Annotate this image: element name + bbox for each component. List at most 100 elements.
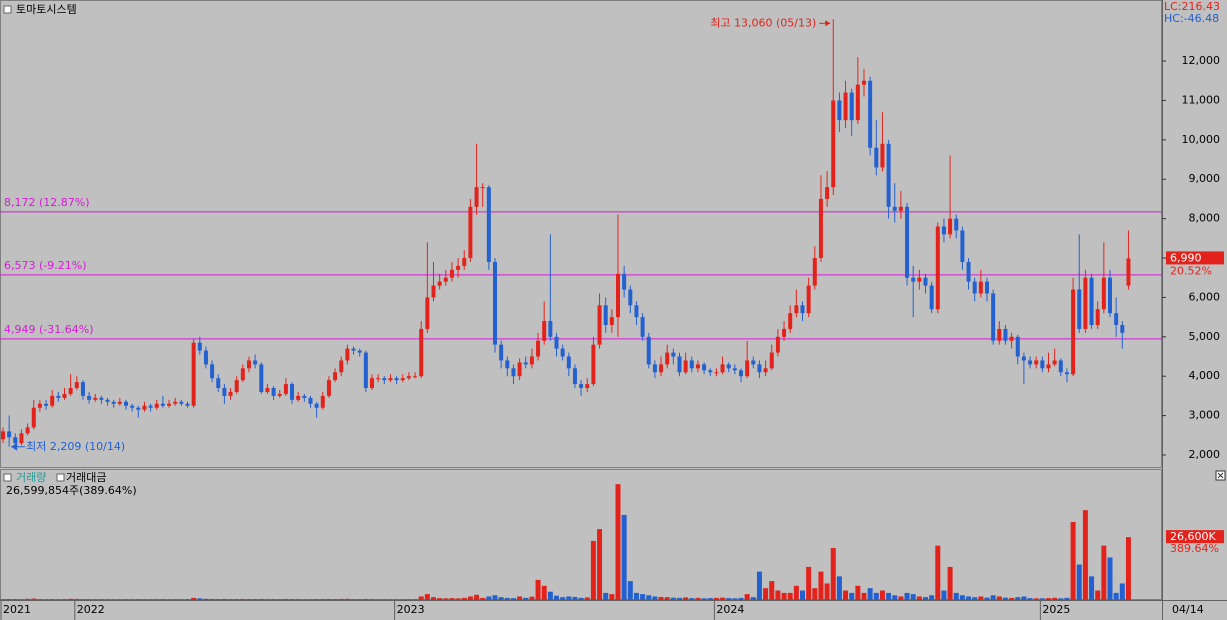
volume-bar xyxy=(572,596,578,600)
candle-body xyxy=(726,364,731,369)
volume-bar xyxy=(959,595,965,600)
candle-body xyxy=(413,376,418,378)
volume-bar xyxy=(166,599,172,600)
candle-body xyxy=(1028,360,1033,365)
candle-body xyxy=(788,313,793,329)
candle-body xyxy=(843,92,848,121)
candle-body xyxy=(911,277,916,282)
volume-bar xyxy=(12,599,18,600)
candle-body xyxy=(1003,328,1008,341)
volume-bar xyxy=(523,597,529,600)
volume-bar xyxy=(984,597,990,600)
volume-bar xyxy=(31,598,37,600)
volume-bar xyxy=(633,592,639,600)
volume-bar xyxy=(566,596,572,600)
volume-bar xyxy=(43,599,49,600)
candle-body xyxy=(948,218,953,235)
candle-body xyxy=(1052,360,1057,365)
volume-bar xyxy=(160,599,166,600)
volume-bar xyxy=(289,599,295,600)
volume-bar xyxy=(0,599,6,600)
candle-body xyxy=(880,143,885,168)
pane-icon[interactable] xyxy=(3,5,12,14)
volume-bar xyxy=(461,597,467,600)
candle-body xyxy=(997,328,1002,341)
x-tick-label: 2025 xyxy=(1042,603,1070,616)
volume-bar xyxy=(449,598,455,600)
volume-bar xyxy=(37,599,43,600)
candle-body xyxy=(468,206,473,259)
candle-body xyxy=(382,378,387,381)
candle-body xyxy=(1126,258,1131,286)
candle-body xyxy=(702,364,707,371)
volume-bar xyxy=(923,597,928,600)
volume-bar xyxy=(1070,522,1076,600)
volume-bar xyxy=(1101,545,1107,600)
volume-bar xyxy=(55,599,61,600)
candle-body xyxy=(862,80,866,85)
candle-body xyxy=(203,350,208,365)
volume-bar xyxy=(707,598,713,600)
candle-body xyxy=(714,372,719,374)
volume-change: 389.64% xyxy=(1170,542,1219,555)
candle-body xyxy=(44,403,49,406)
volume-bar xyxy=(738,597,744,600)
volume-bar xyxy=(1027,598,1033,600)
volume-bar xyxy=(172,599,178,600)
candle-body xyxy=(419,328,424,377)
volume-bar xyxy=(695,597,701,600)
current-change: 20.52% xyxy=(1170,264,1212,277)
candle-body xyxy=(425,297,430,329)
candle-body xyxy=(1064,372,1069,375)
volume-bar xyxy=(652,596,658,600)
candle-body xyxy=(499,344,504,361)
volume-title[interactable]: 거래량 xyxy=(16,471,46,484)
volume-bar xyxy=(301,599,307,600)
volume-bar xyxy=(775,590,781,600)
candle-body xyxy=(160,403,165,406)
candle-body xyxy=(812,258,817,286)
candle-body xyxy=(7,431,12,438)
pane-icon[interactable] xyxy=(3,473,12,482)
pane-icon[interactable] xyxy=(56,473,65,482)
volume-bar xyxy=(830,548,836,600)
candle-body xyxy=(400,378,405,381)
volume-bar xyxy=(966,596,972,600)
candle-body xyxy=(1040,360,1045,369)
volume-bar xyxy=(879,590,885,600)
candle-body xyxy=(548,321,553,337)
volume-bar xyxy=(615,484,621,600)
candle-body xyxy=(671,352,676,357)
candle-body xyxy=(326,380,331,396)
amount-title[interactable]: 거래대금 xyxy=(66,471,106,484)
volume-info: 26,599,854주(389.64%) xyxy=(6,484,137,497)
candle-body xyxy=(394,378,399,381)
volume-bar xyxy=(62,599,67,600)
volume-bar xyxy=(92,599,98,600)
candle-body xyxy=(240,368,245,381)
volume-bar xyxy=(351,599,357,600)
candle-body xyxy=(917,277,922,282)
candle-body xyxy=(124,401,128,406)
candle-body xyxy=(462,258,467,266)
candle-body xyxy=(154,403,159,408)
chart-title: 토마토시스템 xyxy=(16,3,77,16)
volume-bar xyxy=(295,599,301,600)
candle-body xyxy=(210,364,215,379)
hc-label: HC:-46.48 xyxy=(1164,12,1219,25)
volume-box-label: 26,600K xyxy=(1170,530,1216,543)
candle-body xyxy=(1015,336,1020,357)
volume-bar xyxy=(86,599,92,600)
candle-body xyxy=(173,401,178,404)
candle-body xyxy=(456,265,461,270)
candle-body xyxy=(259,364,264,392)
volume-bar xyxy=(535,579,541,600)
candle-body xyxy=(363,352,368,389)
candle-body xyxy=(616,273,620,318)
volume-bar xyxy=(424,594,430,600)
candle-body xyxy=(443,277,448,282)
volume-bar xyxy=(25,598,31,600)
x-tick-label: 2023 xyxy=(397,603,425,616)
volume-bar xyxy=(375,599,381,600)
candle-body xyxy=(517,362,522,377)
